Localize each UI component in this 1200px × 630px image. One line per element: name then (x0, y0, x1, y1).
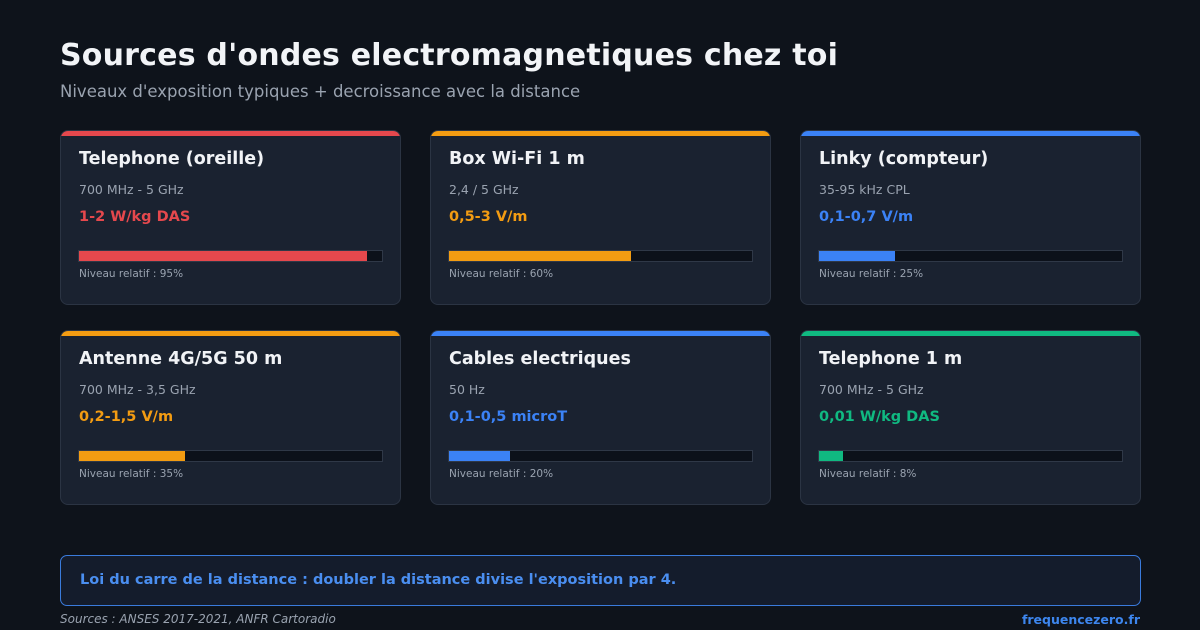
level-bar-track (818, 450, 1123, 462)
card-title: Telephone (oreille) (79, 149, 265, 169)
level-bar-fill (449, 451, 510, 461)
card-level-label: Niveau relatif : 8% (819, 468, 917, 480)
level-bar-fill (819, 451, 844, 461)
card-accent-bar (431, 131, 770, 136)
card-frequency: 35-95 kHz CPL (819, 182, 910, 197)
card-level-label: Niveau relatif : 60% (449, 268, 554, 280)
card-level-label: Niveau relatif : 20% (449, 468, 554, 480)
card-level-label: Niveau relatif : 25% (819, 268, 924, 280)
card-accent-bar (61, 131, 400, 136)
source-cards-grid: Telephone (oreille) 700 MHz - 5 GHz 1-2 … (60, 130, 1141, 506)
page-subtitle: Niveaux d'exposition typiques + decroiss… (60, 82, 581, 101)
level-bar-track (818, 250, 1123, 262)
card-frequency: 50 Hz (449, 382, 485, 397)
card-title: Cables electriques (449, 349, 631, 369)
card-exposure-value: 0,5-3 V/m (449, 209, 528, 225)
card-exposure-value: 0,1-0,7 V/m (819, 209, 914, 225)
level-bar-track (78, 250, 383, 262)
source-card-telephone-distance: Telephone 1 m 700 MHz - 5 GHz 0,01 W/kg … (800, 330, 1141, 505)
card-exposure-value: 0,2-1,5 V/m (79, 409, 174, 425)
level-bar-fill (79, 251, 367, 261)
source-card-wifi-box: Box Wi-Fi 1 m 2,4 / 5 GHz 0,5-3 V/m Nive… (430, 130, 771, 305)
level-bar-fill (819, 251, 895, 261)
card-accent-bar (801, 131, 1140, 136)
level-bar-fill (449, 251, 631, 261)
card-frequency: 700 MHz - 3,5 GHz (79, 382, 196, 397)
card-level-label: Niveau relatif : 35% (79, 468, 184, 480)
level-bar-track (448, 450, 753, 462)
level-bar-track (448, 250, 753, 262)
source-card-telephone-ear: Telephone (oreille) 700 MHz - 5 GHz 1-2 … (60, 130, 401, 305)
card-title: Telephone 1 m (819, 349, 963, 369)
card-frequency: 700 MHz - 5 GHz (819, 382, 924, 397)
sources-footnote: Sources : ANSES 2017-2021, ANFR Cartorad… (60, 612, 336, 626)
inverse-square-law-callout: Loi du carre de la distance : doubler la… (60, 555, 1141, 606)
card-exposure-value: 0,1-0,5 microT (449, 409, 568, 425)
level-bar-track (78, 450, 383, 462)
card-accent-bar (61, 331, 400, 336)
card-accent-bar (801, 331, 1140, 336)
card-exposure-value: 1-2 W/kg DAS (79, 209, 191, 225)
card-frequency: 2,4 / 5 GHz (449, 182, 519, 197)
brand-link[interactable]: frequencezero.fr (1021, 612, 1140, 627)
source-card-linky-meter: Linky (compteur) 35-95 kHz CPL 0,1-0,7 V… (800, 130, 1141, 305)
level-bar-fill (79, 451, 186, 461)
law-text: Loi du carre de la distance : doubler la… (80, 572, 677, 588)
card-accent-bar (431, 331, 770, 336)
source-card-antenna: Antenne 4G/5G 50 m 700 MHz - 3,5 GHz 0,2… (60, 330, 401, 505)
card-title: Box Wi-Fi 1 m (449, 149, 585, 169)
card-level-label: Niveau relatif : 95% (79, 268, 184, 280)
card-title: Linky (compteur) (819, 149, 989, 169)
card-exposure-value: 0,01 W/kg DAS (819, 409, 940, 425)
page-title: Sources d'ondes electromagnetiques chez … (60, 38, 839, 73)
source-card-electric-cables: Cables electriques 50 Hz 0,1-0,5 microT … (430, 330, 771, 505)
card-frequency: 700 MHz - 5 GHz (79, 182, 184, 197)
card-title: Antenne 4G/5G 50 m (79, 349, 283, 369)
